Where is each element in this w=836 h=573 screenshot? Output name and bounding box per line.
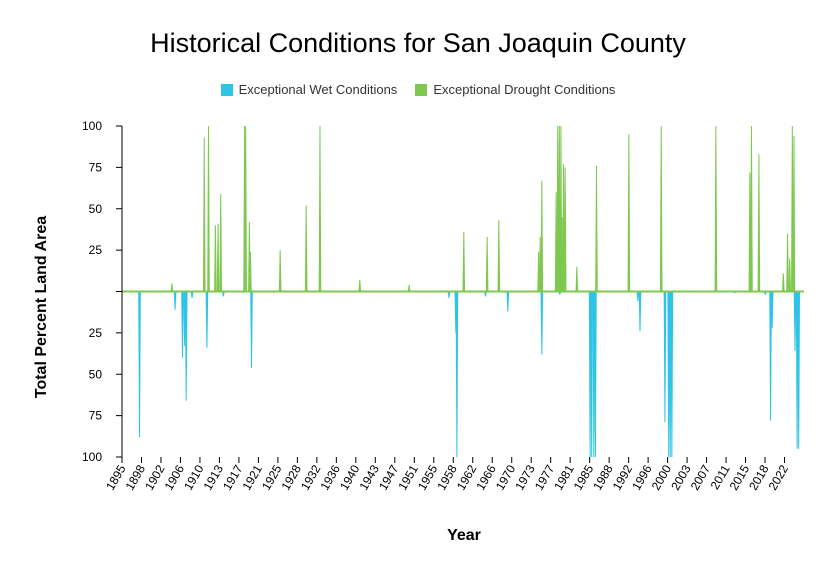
y-axis: 100 75 50 25 25 50 75 100 <box>82 119 122 464</box>
drought-spike <box>659 126 663 292</box>
drought-spike <box>462 231 466 292</box>
drought-spike <box>575 266 579 292</box>
x-axis: 1895189819021906191019131917192119251928… <box>103 457 791 493</box>
x-axis-title: Year <box>447 527 481 544</box>
wet-spike <box>590 291 594 457</box>
y-tick-label: 100 <box>82 450 102 464</box>
wet-spike <box>173 291 177 310</box>
drought-spike <box>358 279 362 292</box>
drought-spike <box>563 167 567 292</box>
drought-spike <box>216 223 220 292</box>
drought-spike <box>497 220 501 292</box>
wet-spike <box>455 291 459 457</box>
drought-spike <box>788 258 791 292</box>
y-tick-label: 25 <box>89 243 103 257</box>
wet-spike <box>250 291 253 368</box>
wet-spike <box>770 291 774 328</box>
legend-swatch-drought <box>415 83 428 96</box>
wet-spike <box>663 291 667 423</box>
drought-spike <box>627 134 631 292</box>
drought-spike <box>170 283 174 292</box>
drought-spike <box>757 154 761 292</box>
legend-item-drought[interactable]: Exceptional Drought Conditions <box>415 82 615 97</box>
drought-spike <box>207 126 210 292</box>
wet-spike <box>769 291 772 421</box>
wet-spike <box>447 291 451 299</box>
y-tick-label: 75 <box>89 160 103 174</box>
x-tick-label: 2007 <box>688 462 714 492</box>
drought-spike <box>318 126 322 292</box>
wet-spike <box>222 291 225 297</box>
drought-spike <box>219 193 223 292</box>
legend-item-wet[interactable]: Exceptional Wet Conditions <box>220 82 398 97</box>
wet-spike <box>138 291 141 438</box>
y-axis-title: Total Percent Land Area <box>33 216 50 398</box>
wet-spike <box>540 291 544 355</box>
y-tick-label: 100 <box>82 119 102 133</box>
drought-spike <box>407 284 411 292</box>
wet-spike <box>636 291 640 302</box>
wet-spike <box>594 291 597 457</box>
drought-spike <box>249 251 252 292</box>
y-tick-label: 75 <box>89 409 103 423</box>
drought-spike <box>214 225 217 292</box>
drought-spike <box>202 137 206 292</box>
legend-label-drought: Exceptional Drought Conditions <box>433 82 616 97</box>
drought-series <box>170 126 796 292</box>
legend-label-wet: Exceptional Wet Conditions <box>238 82 398 97</box>
drought-spike <box>540 180 544 292</box>
drought-spike <box>714 126 718 292</box>
legend-swatch-wet <box>220 83 233 96</box>
drought-spike <box>782 273 785 292</box>
wet-spike <box>205 291 209 348</box>
wet-spike <box>484 291 487 297</box>
drought-spike <box>485 236 489 292</box>
wet-spike <box>793 291 797 352</box>
wet-spike <box>797 291 800 449</box>
wet-series <box>138 291 800 457</box>
y-tick-label: 25 <box>89 326 103 340</box>
drought-spike <box>304 205 308 292</box>
y-tick-label: 50 <box>89 367 103 381</box>
drought-spike <box>792 135 796 292</box>
legend: Exceptional Wet Conditions Exceptional D… <box>0 82 836 97</box>
wet-spike <box>181 291 184 358</box>
drought-spike <box>786 233 789 292</box>
wet-spike <box>184 291 188 401</box>
drought-spike <box>750 126 753 292</box>
drought-spike <box>595 165 598 292</box>
y-tick-label: 50 <box>89 202 103 216</box>
wet-spike <box>190 291 194 299</box>
wet-spike <box>638 291 642 332</box>
x-tick-label: 2022 <box>766 462 792 492</box>
wet-spike <box>506 291 510 312</box>
drought-spike <box>244 126 247 292</box>
chart-title: Historical Conditions for San Joaquin Co… <box>150 28 686 58</box>
drought-spike <box>278 250 282 292</box>
wet-spike <box>670 291 674 457</box>
